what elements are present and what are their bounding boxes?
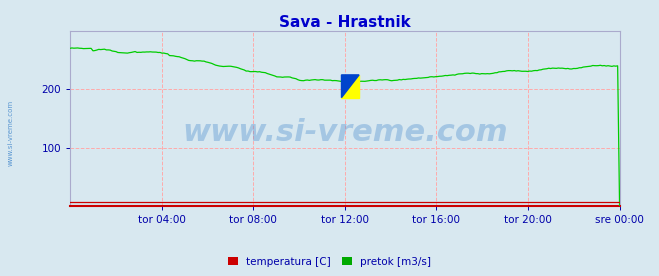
Polygon shape	[341, 75, 359, 98]
Text: www.si-vreme.com: www.si-vreme.com	[8, 99, 14, 166]
Legend: temperatura [C], pretok [m3/s]: temperatura [C], pretok [m3/s]	[223, 253, 436, 271]
Text: www.si-vreme.com: www.si-vreme.com	[182, 118, 507, 147]
Title: Sava - Hrastnik: Sava - Hrastnik	[279, 15, 411, 30]
Polygon shape	[341, 75, 359, 98]
